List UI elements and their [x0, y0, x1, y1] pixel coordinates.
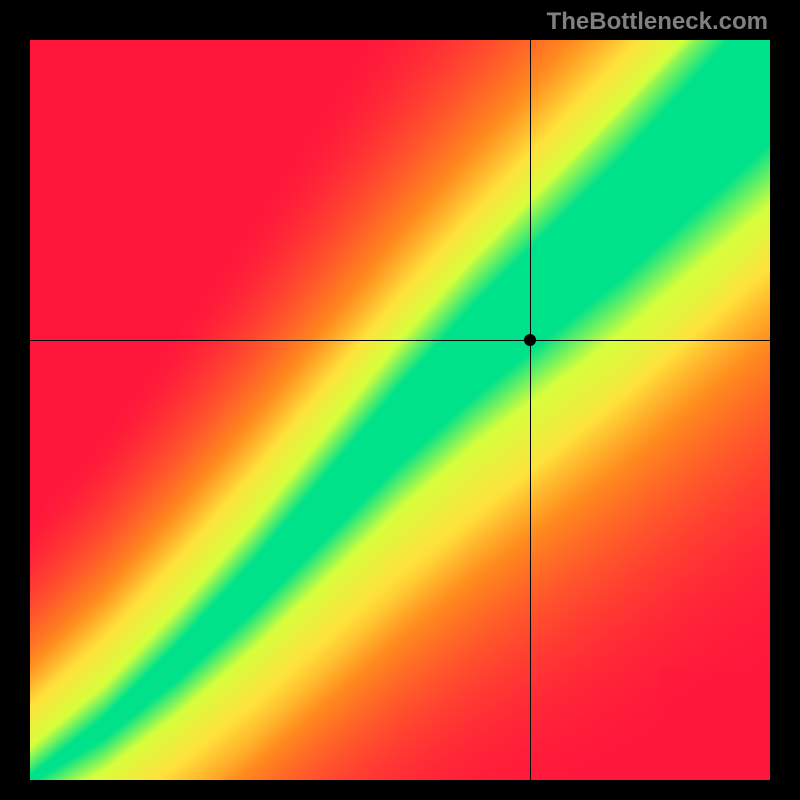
- heatmap-canvas: [30, 40, 770, 780]
- crosshair-marker-dot: [524, 334, 536, 346]
- crosshair-horizontal: [30, 340, 770, 341]
- crosshair-vertical: [530, 40, 531, 780]
- bottleneck-heatmap: [30, 40, 770, 780]
- watermark-text: TheBottleneck.com: [547, 8, 768, 36]
